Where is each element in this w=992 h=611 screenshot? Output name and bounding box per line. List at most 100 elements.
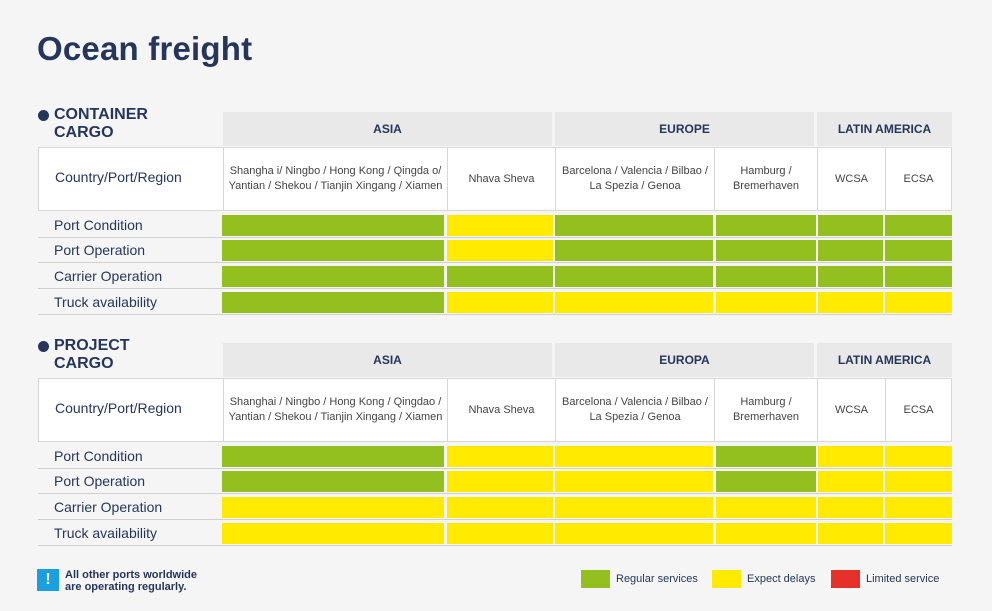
page-title: Ocean freight (37, 30, 253, 67)
port-row: Country/Port/Region Shanghai / Ningbo / … (38, 378, 952, 442)
status-row-label: Port Operation (54, 242, 146, 258)
status-cell-delays (555, 523, 713, 544)
status-row-label: Truck availability (54, 525, 157, 541)
status-row: Carrier Operation (38, 495, 952, 520)
status-row: Truck availability (38, 521, 952, 546)
status-row: Carrier Operation (38, 264, 952, 289)
port-cell: WCSA (817, 148, 885, 210)
status-cell-delays (885, 523, 952, 544)
region-header-asia: ASIA (223, 343, 552, 377)
status-row: Port Condition (38, 213, 952, 238)
status-cell-regular (885, 240, 952, 261)
status-cell-delays (222, 497, 444, 518)
status-cell-delays (447, 523, 553, 544)
status-row-label: Carrier Operation (54, 499, 163, 515)
port-cell: Hamburg / Bremerhaven (714, 379, 817, 441)
status-cell-delays (716, 292, 816, 313)
legend-limited: Limited service (831, 570, 939, 588)
status-cell-regular (716, 266, 816, 287)
status-cell-regular (555, 215, 713, 236)
status-cell-regular (555, 266, 713, 287)
status-cell-delays (447, 240, 553, 261)
status-cell-regular (222, 240, 444, 261)
status-cell-regular (885, 266, 952, 287)
status-cell-delays (885, 446, 952, 467)
status-cell-delays (818, 523, 883, 544)
status-cell-delays (818, 471, 883, 492)
port-row-label: Country/Port/Region (55, 400, 182, 416)
status-cell-regular (818, 215, 883, 236)
legend-label: Expect delays (747, 573, 816, 585)
info-note-text: All other ports worldwide are operating … (65, 569, 198, 593)
status-cell-regular (222, 471, 444, 492)
port-cell: Barcelona / Valencia / Bilbao / La Spezi… (555, 379, 714, 441)
status-cell-regular (222, 446, 444, 467)
status-cell-delays (885, 471, 952, 492)
status-cell-delays (885, 292, 952, 313)
status-row: Truck availability (38, 290, 952, 315)
status-cell-regular (222, 266, 444, 287)
port-cell: Hamburg / Bremerhaven (714, 148, 817, 210)
port-cell: Shanghai / Ningbo / Hong Kong / Qingdao … (223, 379, 447, 441)
bullet-icon (38, 110, 49, 121)
status-row-label: Port Condition (54, 448, 143, 464)
status-cell-delays (447, 215, 553, 236)
status-cell-delays (447, 446, 553, 467)
bullet-icon (38, 341, 49, 352)
status-cell-delays (447, 292, 553, 313)
status-cell-regular (222, 292, 444, 313)
status-row: Port Condition (38, 444, 952, 469)
region-header-asia: ASIA (223, 112, 552, 146)
status-row-label: Carrier Operation (54, 268, 163, 284)
region-header-latin-america: LATIN AMERICA (817, 343, 952, 377)
status-cell-regular (222, 215, 444, 236)
status-cell-regular (716, 240, 816, 261)
status-cell-delays (818, 292, 883, 313)
status-row-label: Port Condition (54, 217, 143, 233)
status-cell-regular (555, 240, 713, 261)
exclamation-icon: ! (37, 569, 59, 591)
status-cell-regular (885, 215, 952, 236)
legend-regular: Regular services (581, 570, 698, 588)
status-cell-delays (447, 471, 553, 492)
status-cell-delays (447, 497, 553, 518)
legend-label: Limited service (866, 573, 940, 585)
status-cell-delays (818, 446, 883, 467)
status-row: Port Operation (38, 469, 952, 494)
status-cell-delays (555, 446, 713, 467)
port-cell: Nhava Sheva (447, 379, 555, 441)
status-cell-delays (818, 497, 883, 518)
status-cell-regular (716, 446, 816, 467)
container-cargo-section: CONTAINER CARGO ASIA EUROPE LATIN AMERIC… (38, 106, 952, 316)
project-cargo-section: PROJECT CARGO ASIA EUROPA LATIN AMERICA … (38, 337, 952, 547)
port-cell: WCSA (817, 379, 885, 441)
region-header-europa: EUROPA (555, 343, 814, 377)
legend-delays: Expect delays (712, 570, 815, 588)
status-cell-delays (885, 497, 952, 518)
status-cell-regular (716, 471, 816, 492)
status-cell-delays (555, 497, 713, 518)
status-cell-regular (818, 240, 883, 261)
legend-swatch-regular (581, 570, 610, 588)
legend-label: Regular services (616, 573, 698, 585)
port-cell: Barcelona / Valencia / Bilbao / La Spezi… (555, 148, 714, 210)
status-row-label: Port Operation (54, 473, 146, 489)
status-cell-delays (555, 292, 713, 313)
status-cell-regular (818, 266, 883, 287)
status-cell-delays (716, 497, 816, 518)
status-cell-delays (716, 523, 816, 544)
status-cell-delays (222, 523, 444, 544)
region-header-europe: EUROPE (555, 112, 814, 146)
port-cell: ECSA (885, 148, 951, 210)
port-cell: Shangha i/ Ningbo / Hong Kong / Qingda o… (223, 148, 447, 210)
status-cell-regular (716, 215, 816, 236)
legend-swatch-limited (831, 570, 860, 588)
port-cell: ECSA (885, 379, 951, 441)
port-row: Country/Port/Region Shangha i/ Ningbo / … (38, 147, 952, 211)
status-row: Port Operation (38, 238, 952, 263)
status-cell-delays (555, 471, 713, 492)
status-cell-regular (447, 266, 553, 287)
status-row-label: Truck availability (54, 294, 157, 310)
port-cell: Nhava Sheva (447, 148, 555, 210)
region-header-latin-america: LATIN AMERICA (817, 112, 952, 146)
